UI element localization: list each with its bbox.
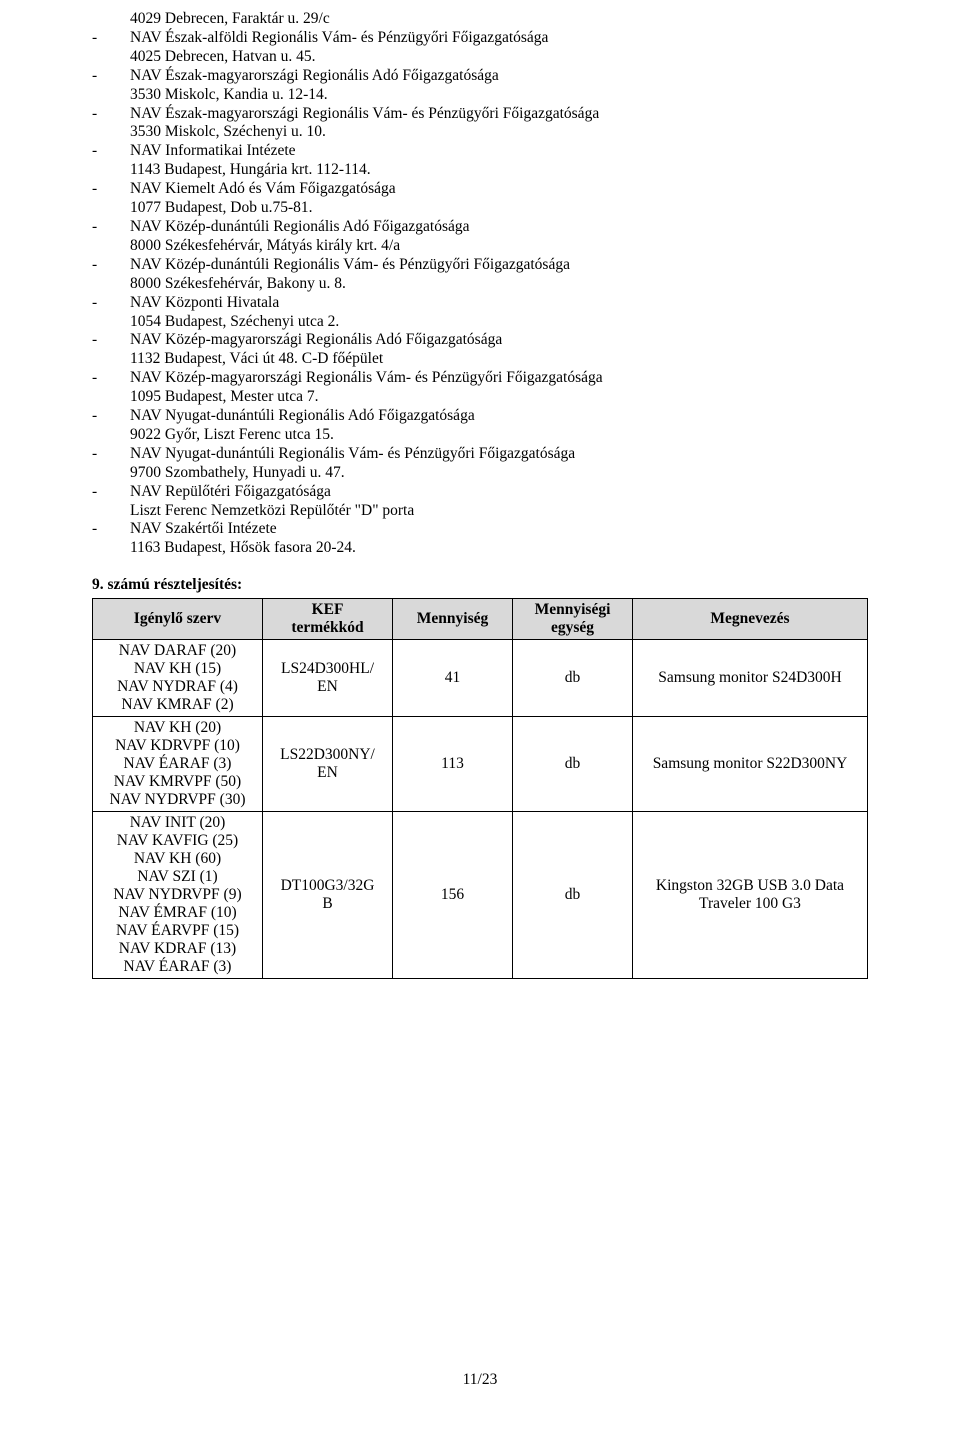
cell-kef: LS24D300HL/EN [263,640,393,717]
list-item-continuation: 1143 Budapest, Hungária krt. 112-114. [92,161,868,180]
cell-qty: 41 [393,640,513,717]
list-item-text: NAV Kiemelt Adó és Vám Főigazgatósága [130,180,868,199]
cell-name: Samsung monitor S24D300H [633,640,868,717]
list-item-text: NAV Központi Hivatala [130,294,868,313]
list-item-continuation: 1095 Budapest, Mester utca 7. [92,388,868,407]
table-header: Igénylő szerv [93,599,263,640]
section-title: 9. számú részteljesítés: [92,576,868,594]
dash: - [92,256,130,275]
cell-qty: 113 [393,717,513,812]
list-item: -NAV Nyugat-dunántúli Regionális Vám- és… [92,445,868,464]
list-item: -NAV Repülőtéri Főigazgatósága [92,483,868,502]
cell-unit: db [513,640,633,717]
list-item: -NAV Kiemelt Adó és Vám Főigazgatósága [92,180,868,199]
table-header: Megnevezés [633,599,868,640]
list-item-text: NAV Nyugat-dunántúli Regionális Adó Főig… [130,407,868,426]
list-item: -NAV Észak-magyarországi Regionális Adó … [92,67,868,86]
cell-unit: db [513,812,633,979]
list-item-continuation: 1077 Budapest, Dob u.75-81. [92,199,868,218]
list-item: -NAV Közép-magyarországi Regionális Adó … [92,331,868,350]
address-list: 4029 Debrecen, Faraktár u. 29/c-NAV Észa… [92,10,868,558]
table-header: KEFtermékkód [263,599,393,640]
list-item-text: NAV Közép-dunántúli Regionális Adó Főiga… [130,218,868,237]
list-item: -NAV Észak-magyarországi Regionális Vám-… [92,105,868,124]
list-item-text: NAV Közép-magyarországi Regionális Vám- … [130,369,868,388]
dash: - [92,180,130,199]
cell-org: NAV DARAF (20)NAV KH (15)NAV NYDRAF (4)N… [93,640,263,717]
list-item-continuation: 3530 Miskolc, Széchenyi u. 10. [92,123,868,142]
dash: - [92,218,130,237]
list-item-text: NAV Észak-magyarországi Regionális Vám- … [130,105,868,124]
dash: - [92,29,130,48]
list-item: 4029 Debrecen, Faraktár u. 29/c [92,10,868,29]
list-item-text: NAV Informatikai Intézete [130,142,868,161]
page-number: 11/23 [0,1371,960,1389]
dash: - [92,369,130,388]
table-header: Mennyiség [393,599,513,640]
list-item-text: NAV Észak-alföldi Regionális Vám- és Pén… [130,29,868,48]
dash: - [92,142,130,161]
list-item-continuation: 9022 Győr, Liszt Ferenc utca 15. [92,426,868,445]
cell-name: Samsung monitor S22D300NY [633,717,868,812]
cell-qty: 156 [393,812,513,979]
list-item-text: NAV Repülőtéri Főigazgatósága [130,483,868,502]
dash: - [92,520,130,539]
list-item-text: NAV Szakértői Intézete [130,520,868,539]
delivery-table: Igénylő szervKEFtermékkódMennyiségMennyi… [92,598,868,979]
list-item-continuation: 1132 Budapest, Váci út 48. C-D főépület [92,350,868,369]
list-item-continuation: Liszt Ferenc Nemzetközi Repülőtér "D" po… [92,502,868,521]
list-item-continuation: 1163 Budapest, Hősök fasora 20-24. [92,539,868,558]
list-item: -NAV Szakértői Intézete [92,520,868,539]
list-item: -NAV Észak-alföldi Regionális Vám- és Pé… [92,29,868,48]
list-item: -NAV Közép-dunántúli Regionális Vám- és … [92,256,868,275]
list-item-text: NAV Nyugat-dunántúli Regionális Vám- és … [130,445,868,464]
cell-name: Kingston 32GB USB 3.0 DataTraveler 100 G… [633,812,868,979]
table-header: Mennyiségiegység [513,599,633,640]
page: 4029 Debrecen, Faraktár u. 29/c-NAV Észa… [0,0,960,1429]
cell-org: NAV INIT (20)NAV KAVFIG (25)NAV KH (60)N… [93,812,263,979]
list-item-text: NAV Észak-magyarországi Regionális Adó F… [130,67,868,86]
list-item-continuation: 3530 Miskolc, Kandia u. 12-14. [92,86,868,105]
list-item: -NAV Nyugat-dunántúli Regionális Adó Fői… [92,407,868,426]
list-item-continuation: 8000 Székesfehérvár, Bakony u. 8. [92,275,868,294]
list-item-continuation: 1054 Budapest, Széchenyi utca 2. [92,313,868,332]
table-row: NAV INIT (20)NAV KAVFIG (25)NAV KH (60)N… [93,812,868,979]
list-item: -NAV Központi Hivatala [92,294,868,313]
dash: - [92,445,130,464]
cell-unit: db [513,717,633,812]
dash [92,10,130,29]
table-row: NAV DARAF (20)NAV KH (15)NAV NYDRAF (4)N… [93,640,868,717]
dash: - [92,331,130,350]
table-row: NAV KH (20)NAV KDRVPF (10)NAV ÉARAF (3)N… [93,717,868,812]
list-item: -NAV Informatikai Intézete [92,142,868,161]
list-item-continuation: 8000 Székesfehérvár, Mátyás király krt. … [92,237,868,256]
dash: - [92,407,130,426]
list-item-continuation: 4025 Debrecen, Hatvan u. 45. [92,48,868,67]
cell-kef: DT100G3/32GB [263,812,393,979]
cell-kef: LS22D300NY/EN [263,717,393,812]
cell-org: NAV KH (20)NAV KDRVPF (10)NAV ÉARAF (3)N… [93,717,263,812]
list-item-text: NAV Közép-dunántúli Regionális Vám- és P… [130,256,868,275]
list-item: -NAV Közép-magyarországi Regionális Vám-… [92,369,868,388]
list-item: -NAV Közép-dunántúli Regionális Adó Főig… [92,218,868,237]
dash: - [92,105,130,124]
dash: - [92,67,130,86]
list-item-continuation: 9700 Szombathely, Hunyadi u. 47. [92,464,868,483]
list-item-text: 4029 Debrecen, Faraktár u. 29/c [130,10,868,29]
dash: - [92,294,130,313]
dash: - [92,483,130,502]
list-item-text: NAV Közép-magyarországi Regionális Adó F… [130,331,868,350]
